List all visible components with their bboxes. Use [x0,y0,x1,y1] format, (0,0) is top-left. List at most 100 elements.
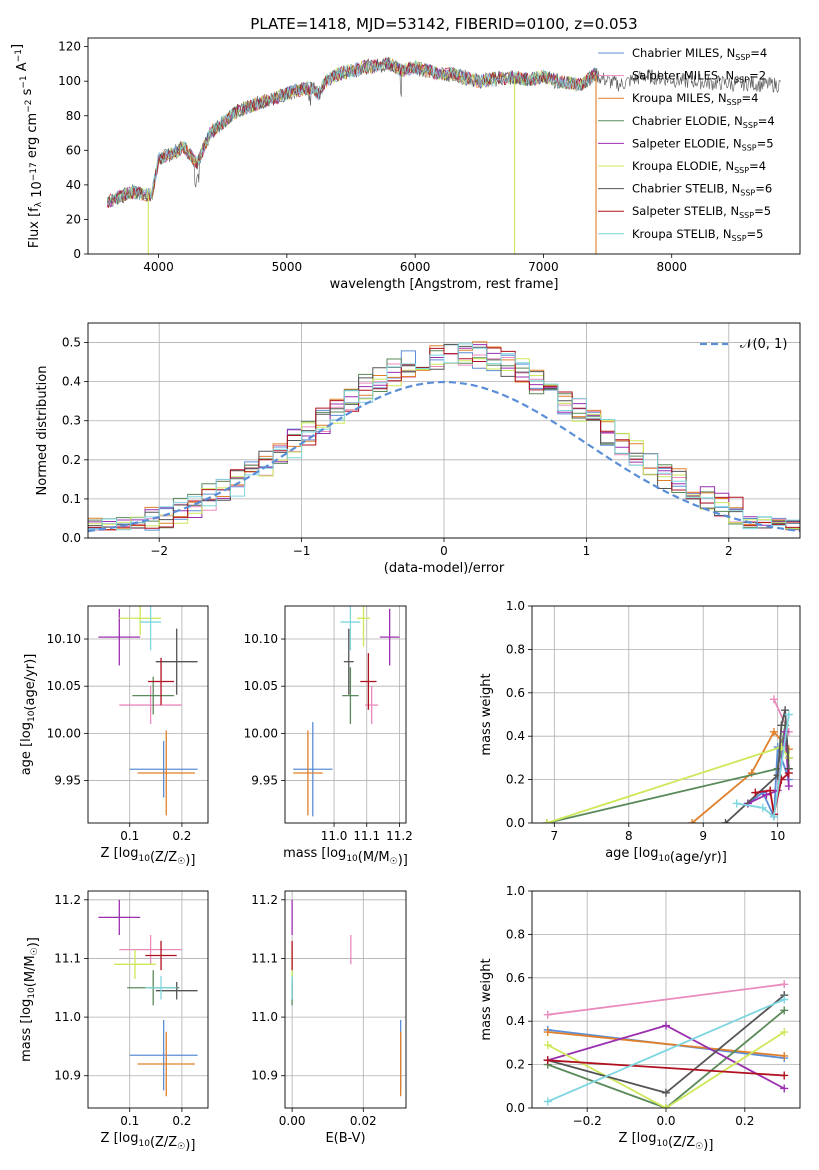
mass_vs_ebv-panel: 0.00 0.02 10.9 11.0 11.1 11.2 E(B-V) [251,890,407,1146]
y-tick-label: 1.0 [506,599,525,613]
y-tick-label: 9.95 [251,774,278,788]
model-line-salpeter_stelib [106,57,597,208]
x-axis-label: Z [log10(Z/Z☉)] [101,846,196,868]
x-tick-label: 7 [551,829,559,843]
x-tick-label: 0.0 [656,1114,675,1128]
y-tick-label: 0.1 [62,492,81,506]
y-tick-label: 11.0 [251,1010,278,1024]
axes-frame [531,605,801,824]
weight-marker-kroupa_stelib [780,995,789,1004]
y-tick-label: 0.5 [62,336,81,350]
axes-frame [284,605,407,824]
y-tick-label: 120 [58,40,81,54]
age_vs_mass-panel: 11.0 11.1 11.2 9.95 10.00 10.05 10.10 mass [log… [244,605,413,868]
weight-marker-kroupa_miles [769,727,778,736]
y-tick-label: 0.2 [506,1058,525,1072]
x-tick-label: 0 [440,544,448,558]
legend-entry-kroupa_stelib: Kroupa STELIB, NSSP=5 [632,227,763,243]
x-tick-label: 10 [770,829,785,843]
legend-entry-chabrier_elodie: Chabrier ELODIE, NSSP=4 [632,114,775,130]
y-axis-label: Normed distribution [35,366,50,496]
y-tick-label: 100 [58,74,81,88]
model-line-chabrier_elodie [106,59,598,207]
mass_weight_vs_age-panel: 7 8 9 10 0.0 0.2 0.4 0.6 0.8 1.0 age [log10(age/yr… [479,599,801,865]
weight-marker-chabrier_elodie [780,1006,789,1015]
x-tick-label: −1 [293,544,311,558]
y-tick-label: 10.9 [54,1069,81,1083]
y-tick-label: 1.0 [506,884,525,898]
y-tick-label: 10.00 [244,726,278,740]
weight-line-salpeter_miles [547,983,785,1016]
x-tick-label: −0.2 [573,1114,602,1128]
weight-line-chabrier_elodie [546,725,790,823]
spectrum-panel: 4000 5000 6000 7000 8000 0 20 40 60 80 100 120 wavel… [10,37,801,292]
weight-marker-chabrier_stelib [662,1088,670,1097]
y-tick-label: 10.00 [47,726,81,740]
x-tick-label: 0.2 [735,1114,754,1128]
y-axis-label: mass weight [479,958,494,1040]
axes-frame [87,605,209,824]
normal-curve [87,380,801,533]
model-line-chabrier_stelib [106,57,598,204]
weight-marker-kroupa_elodie [662,1104,670,1108]
weight-marker-kroupa_stelib [758,803,767,812]
weight-marker-salpeter_miles [780,980,789,989]
legend-entry-chabrier_stelib: Chabrier STELIB, NSSP=6 [632,182,772,198]
weight-marker-chabrier_stelib [721,819,730,823]
weight-marker-salpeter_stelib [543,1056,552,1065]
legend-entry-normal: 𝒩(0, 1) [740,337,787,352]
axes-frame [531,890,801,1109]
x-tick-label: 6000 [400,260,431,274]
x-tick-label: −2 [150,544,168,558]
axes-frame [87,890,209,1109]
y-tick-label: 40 [66,178,81,192]
y-tick-label: 20 [66,212,81,226]
weight-line-kroupa_elodie [546,745,790,823]
weight-marker-kroupa_miles [543,1028,552,1037]
x-tick-label: 0.1 [120,829,139,843]
y-tick-label: 0 [73,247,81,261]
y-tick-label: 9.95 [54,774,81,788]
weight-marker-kroupa_stelib [543,1097,552,1106]
weight-marker-salpeter_elodie [662,1021,670,1030]
figure-title: PLATE=1418, MJD=53142, FIBERID=0100, z=0… [250,15,637,33]
weight-marker-chabrier_stelib [777,721,786,730]
weight-marker-salpeter_elodie [784,782,793,791]
weight-marker-chabrier_stelib [781,706,790,715]
x-axis-label: mass [log10(M/M☉)] [283,846,408,868]
weight-line-kroupa_stelib [736,714,790,819]
legend-entry-kroupa_miles: Kroupa MILES, NSSP=4 [632,91,758,107]
y-axis-label: age [log10(age/yr)] [19,654,38,776]
axes-frame [87,37,801,255]
x-tick-label: 7000 [528,260,559,274]
weight-marker-salpeter_stelib [766,786,775,795]
x-tick-label: 11.2 [386,829,413,843]
y-tick-label: 0.3 [62,414,81,428]
weight-marker-salpeter_miles [769,695,778,704]
x-tick-label: 0.00 [279,1114,306,1128]
legend-entry-chabrier_miles: Chabrier MILES, NSSP=4 [632,46,767,62]
weight-marker-kroupa_elodie [543,1041,552,1050]
x-axis-label: age [log10(age/yr)] [605,846,727,865]
weight-marker-salpeter_stelib [784,769,793,778]
y-tick-label: 0.6 [506,686,525,700]
y-tick-label: 0.8 [506,927,525,941]
histogram-step-kroupa_stelib [88,343,800,531]
x-tick-label: 0.2 [172,1114,191,1128]
x-axis-label: Z [log10(Z/Z☉)] [101,1131,196,1153]
y-tick-label: 60 [66,143,81,157]
legend-entry-salpeter_elodie: Salpeter ELODIE, NSSP=5 [632,136,774,152]
y-tick-label: 0.2 [506,773,525,787]
histogram-panel: −2 −1 0 1 2 0.0 0.1 0.2 0.3 0.4 0.5 (data-model)/er… [35,322,801,576]
mass_weight_vs_Z-panel: −0.2 0.0 0.2 0.0 0.2 0.4 0.6 0.8 1.0 Z [log10(Z/Z… [479,884,801,1153]
y-tick-label: 10.10 [47,632,81,646]
weight-marker-kroupa_stelib [732,799,741,808]
y-tick-label: 10.10 [244,632,278,646]
weight-line-kroupa_stelib [547,998,785,1103]
y-tick-label: 0.4 [506,729,525,743]
x-axis-label: wavelength [Angstrom, rest frame] [330,277,559,292]
legend-entry-salpeter_miles: Salpeter MILES, NSSP=2 [632,69,766,85]
y-axis-label: mass weight [479,673,494,755]
axes-frame [284,890,407,1109]
